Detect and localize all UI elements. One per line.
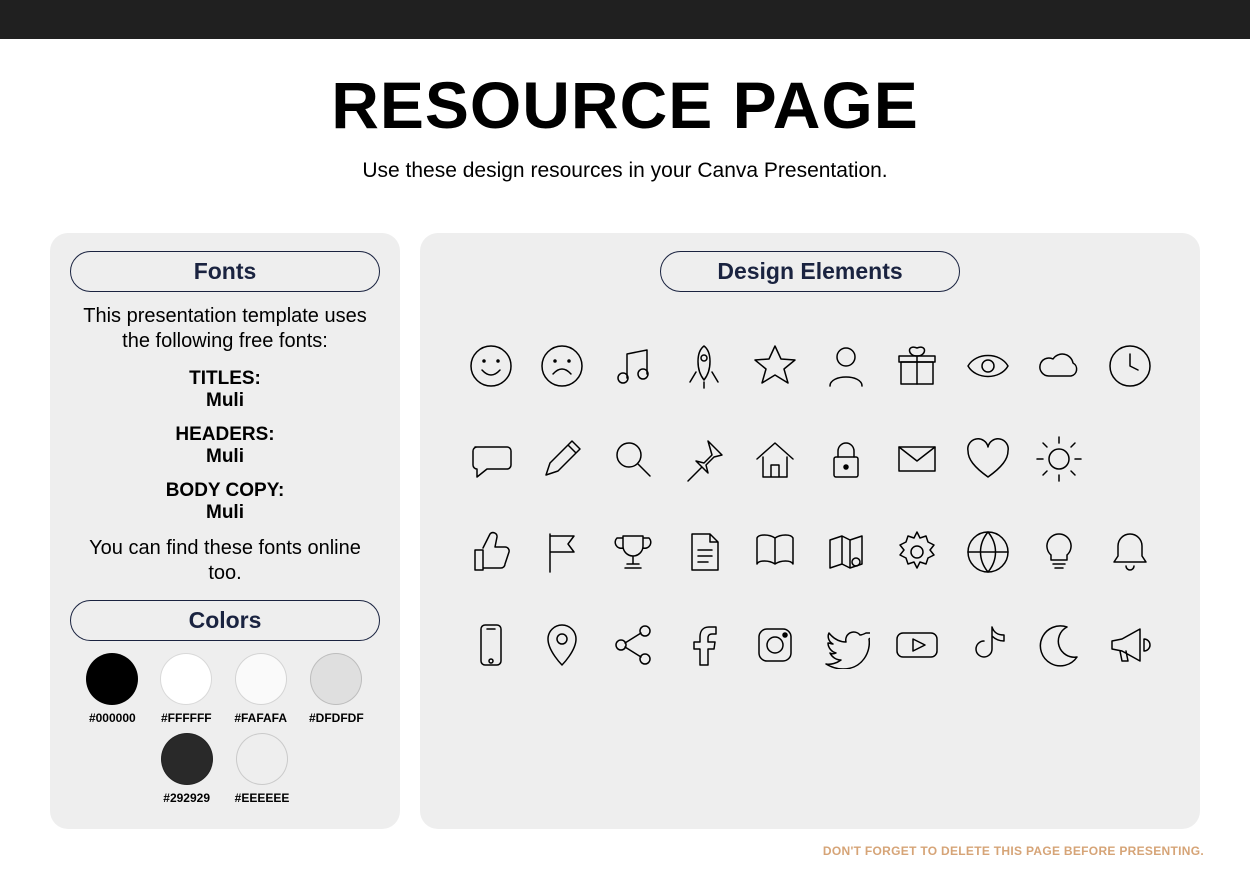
book-icon [751,528,799,581]
trophy-icon [609,528,657,581]
pushpin-icon [680,435,728,488]
swatch-row-1: #000000 #FFFFFF #FAFAFA #DFDFDF [86,653,363,725]
document-icon [680,528,728,581]
fonts-intro: This presentation template uses the foll… [70,304,380,354]
gift-icon [893,342,941,395]
smile-icon [467,342,515,395]
swatch-hex: #000000 [89,711,136,725]
instagram-icon [751,621,799,674]
facebook-icon [680,621,728,674]
swatch-hex: #FFFFFF [161,711,212,725]
swatch-hex: #292929 [163,791,210,805]
cloud-icon [1035,342,1083,395]
swatch-circle [235,653,287,705]
swatch-circle [161,733,213,785]
pin-icon [538,621,586,674]
speech-icon [467,435,515,488]
fonts-heading-pill: Fonts [70,251,380,292]
font-label: TITLES: [70,368,380,390]
swatch: #FAFAFA [234,653,287,725]
map-icon [822,528,870,581]
youtube-icon [893,621,941,674]
magnifier-icon [609,435,657,488]
frown-icon [538,342,586,395]
star-icon [751,342,799,395]
swatch: #DFDFDF [309,653,364,725]
swatch: #292929 [161,733,213,805]
moon-icon [1035,621,1083,674]
icons-grid [460,332,1160,694]
swatch-row-2: #292929 #EEEEEE [161,733,290,805]
user-icon [822,342,870,395]
gear-icon [893,528,941,581]
swatch-circle [86,653,138,705]
share-icon [609,621,657,674]
swatch-rows: #000000 #FFFFFF #FAFAFA #DFDFDF [70,653,380,805]
pencil-icon [538,435,586,488]
footer-note: DON'T FORGET TO DELETE THIS PAGE BEFORE … [823,844,1204,858]
swatch: #FFFFFF [160,653,212,725]
eye-icon [964,342,1012,395]
lock-icon [822,435,870,488]
font-block-body: BODY COPY: Muli [70,480,380,524]
font-label: HEADERS: [70,424,380,446]
swatch: #EEEEEE [235,733,290,805]
flag-icon [538,528,586,581]
swatch-circle [236,733,288,785]
swatch-hex: #FAFAFA [234,711,287,725]
font-block-titles: TITLES: Muli [70,368,380,412]
swatch-hex: #EEEEEE [235,791,290,805]
font-label: BODY COPY: [70,480,380,502]
top-bar [0,0,1250,39]
page-subtitle: Use these design resources in your Canva… [0,159,1250,183]
font-block-headers: HEADERS: Muli [70,424,380,468]
design-elements-heading-pill: Design Elements [660,251,960,292]
globe-icon [964,528,1012,581]
fonts-colors-panel: Fonts This presentation template uses th… [50,233,400,829]
phone-icon [467,621,515,674]
music-icon [609,342,657,395]
bell-icon [1106,528,1154,581]
home-icon [751,435,799,488]
lightbulb-icon [1035,528,1083,581]
clock-icon [1106,342,1154,395]
swatch: #000000 [86,653,138,725]
fonts-outro: You can find these fonts online too. [70,536,380,586]
font-name: Muli [70,446,380,468]
font-name: Muli [70,502,380,524]
content-row: Fonts This presentation template uses th… [0,233,1250,829]
sun-icon [1035,435,1083,488]
rocket-icon [680,342,728,395]
design-elements-panel: Design Elements [420,233,1200,829]
swatch-hex: #DFDFDF [309,711,364,725]
swatch-circle [160,653,212,705]
page-title: RESOURCE PAGE [0,67,1250,143]
thumbsup-icon [467,528,515,581]
swatch-circle [310,653,362,705]
tiktok-icon [964,621,1012,674]
colors-heading-pill: Colors [70,600,380,641]
font-name: Muli [70,390,380,412]
megaphone-icon [1106,621,1154,674]
mail-icon [893,435,941,488]
twitter-icon [822,621,870,674]
heart-icon [964,435,1012,488]
